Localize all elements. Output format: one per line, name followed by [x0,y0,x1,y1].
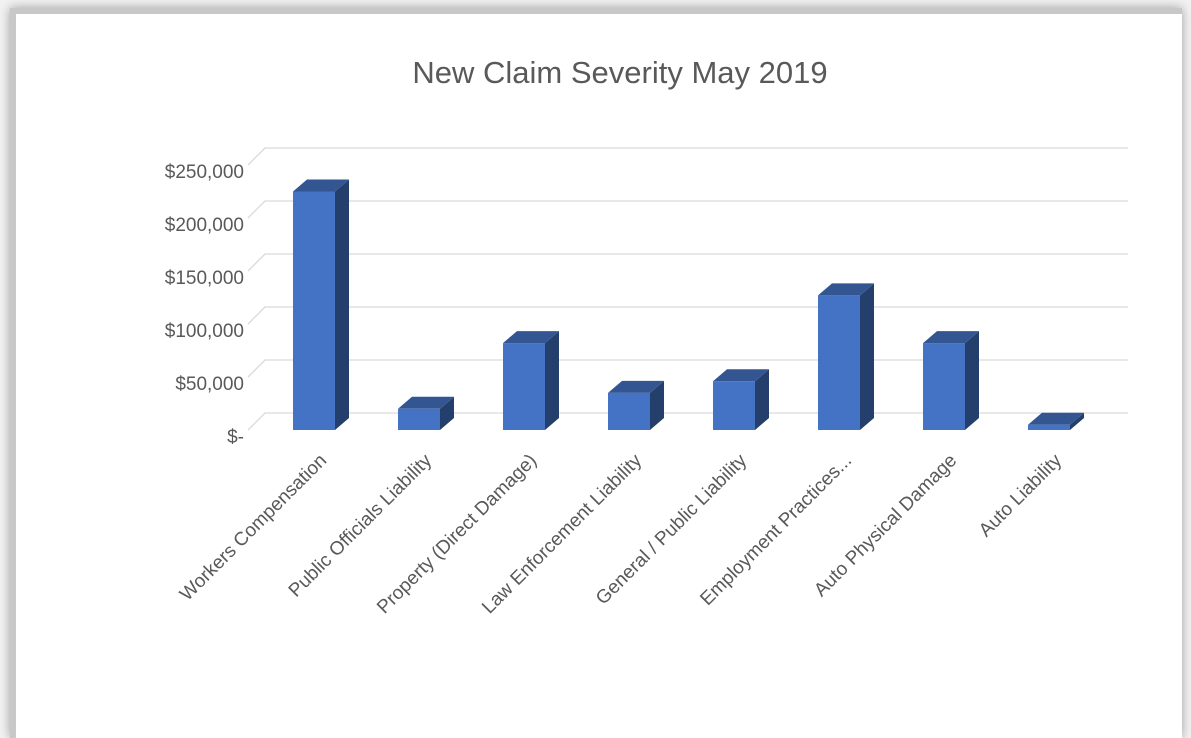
bar-side [545,331,559,430]
bar-side [755,369,769,430]
y-tick-label: $200,000 [165,215,244,236]
bar [1028,424,1070,430]
bar-side [650,380,664,430]
bar-top [1028,412,1084,425]
bar-top [503,331,559,344]
grid-line [247,147,1128,166]
grid-line [247,200,1128,219]
x-tick-label: Auto Liability [975,450,1066,541]
bar [503,343,545,430]
chart-card [10,8,1182,738]
bar-side [860,283,874,430]
bar [608,392,650,430]
bar-side [335,179,349,430]
y-tick-label: $50,000 [175,374,244,395]
y-tick-label: $100,000 [165,321,244,342]
bar-side [1070,412,1084,430]
y-tick-label: $150,000 [165,268,244,289]
bar-top [608,380,664,393]
bar-top [713,369,769,382]
grid-line [247,253,1128,272]
grid-line [247,412,1128,431]
bar [293,191,335,430]
bar [713,381,755,430]
bar-top [923,331,979,344]
bar [923,343,965,430]
grid-line [247,359,1128,378]
bar-side [440,396,454,430]
bar-top [293,179,349,192]
bar-side [965,331,979,430]
y-tick-label: $250,000 [165,162,244,183]
bar [818,295,860,430]
chart-title: New Claim Severity May 2019 [412,55,827,90]
bar-top [398,396,454,409]
grid-line [247,306,1128,325]
bar [398,408,440,430]
bar-top [818,283,874,296]
y-tick-label: $- [227,427,244,448]
